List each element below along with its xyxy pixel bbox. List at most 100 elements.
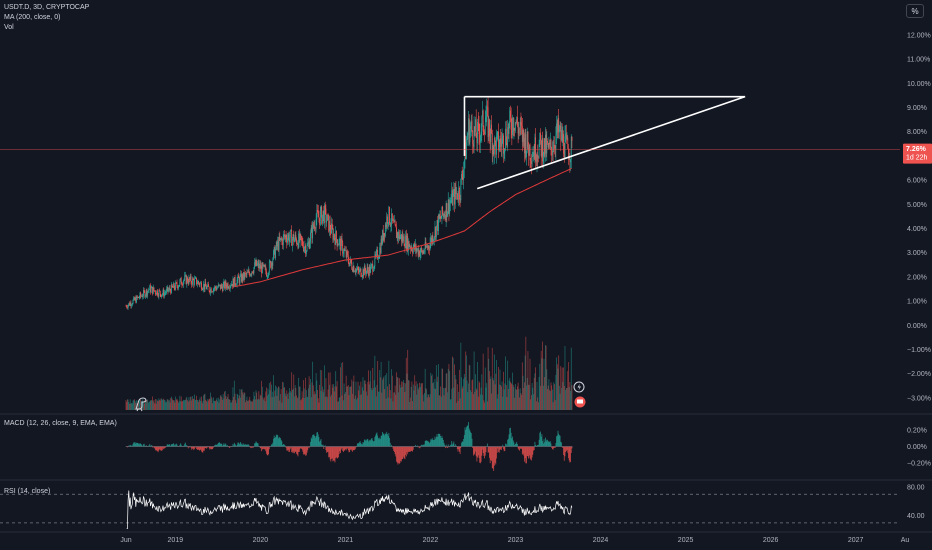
- macd-bar: [322, 445, 323, 447]
- candle-body: [437, 220, 439, 232]
- macd-bar: [479, 446, 481, 464]
- candle-body: [194, 278, 195, 285]
- flag-icon[interactable]: [574, 396, 586, 408]
- volume-bar: [436, 381, 438, 410]
- macd-bar: [368, 441, 369, 447]
- macd-bar: [388, 433, 390, 447]
- triangle-drawing[interactable]: [463, 95, 746, 190]
- rsi-legend[interactable]: RSI (14, close): [4, 488, 51, 495]
- volume-bar: [183, 400, 185, 410]
- volume-bar: [417, 389, 419, 410]
- volume-bar: [437, 376, 439, 410]
- candle-body: [273, 250, 274, 260]
- candle-body: [208, 286, 210, 292]
- volume-bar: [400, 387, 402, 410]
- candle-body: [267, 275, 269, 277]
- volume-bar: [289, 388, 290, 410]
- volume-bar: [339, 397, 341, 410]
- volume-bar: [186, 396, 188, 410]
- macd-bar: [168, 444, 170, 447]
- candle-body: [305, 245, 307, 254]
- lightning-icon[interactable]: [573, 381, 585, 393]
- candle-body: [389, 207, 390, 224]
- candle-body: [196, 277, 197, 285]
- macd-bar: [500, 446, 502, 451]
- volume-bar: [528, 384, 530, 410]
- volume-bar: [452, 357, 454, 410]
- macd-bar: [291, 446, 293, 453]
- volume-bar: [366, 395, 368, 410]
- volume-bar: [570, 390, 571, 410]
- macd-bar: [533, 446, 535, 451]
- macd-bar: [542, 443, 544, 447]
- volume-bar: [563, 385, 565, 410]
- candle-body: [242, 274, 244, 280]
- volume-bar: [245, 402, 246, 410]
- candle-body: [190, 275, 192, 283]
- candle-body: [483, 130, 485, 133]
- candle-body: [319, 217, 321, 225]
- macd-bar: [488, 446, 490, 453]
- macd-bar: [150, 445, 151, 447]
- macd-bar: [543, 439, 545, 447]
- candle-body: [418, 250, 420, 256]
- candle-body: [478, 122, 480, 134]
- macd-bar: [417, 446, 419, 448]
- vol-legend[interactable]: Vol: [4, 24, 14, 31]
- macd-legend[interactable]: MACD (12, 26, close, 9, EMA, EMA): [4, 420, 117, 427]
- macd-bar: [325, 446, 327, 451]
- ma-legend[interactable]: MA (200, close, 0): [4, 14, 61, 21]
- macd-bar: [251, 446, 253, 448]
- volume-bar: [205, 399, 207, 410]
- volume-bar: [273, 396, 275, 410]
- candle-body: [246, 272, 248, 275]
- volume-bar: [426, 397, 428, 410]
- candle-body: [344, 249, 346, 251]
- macd-bar: [533, 446, 534, 451]
- macd-bar: [305, 446, 307, 456]
- symbol-legend[interactable]: USDT.D, 3D, CRYPTOCAP: [4, 4, 90, 11]
- volume-bar: [397, 377, 399, 410]
- volume-bar: [416, 394, 418, 410]
- macd-bar: [561, 442, 562, 447]
- volume-bar: [225, 396, 227, 410]
- macd-bar: [436, 434, 438, 447]
- volume-bar: [354, 395, 356, 410]
- macd-bar: [270, 444, 272, 447]
- macd-bar: [439, 434, 441, 447]
- macd-bar: [224, 443, 226, 447]
- candle-body: [466, 142, 467, 159]
- macd-bar: [511, 438, 513, 447]
- macd-bar: [344, 446, 346, 451]
- volume-bar: [407, 379, 409, 410]
- macd-bar: [466, 427, 467, 447]
- time-tick-label: 2025: [678, 537, 694, 544]
- candle-body: [534, 137, 536, 159]
- macd-bar: [524, 446, 525, 462]
- macd-bar: [554, 446, 555, 448]
- volume-bar: [243, 394, 244, 410]
- volume-bar: [544, 376, 546, 410]
- candle-body: [496, 136, 497, 155]
- candle-body: [387, 216, 388, 224]
- volume-bar: [526, 377, 528, 410]
- candle-body: [265, 266, 267, 272]
- candle-body: [234, 276, 236, 285]
- candle-body: [238, 277, 240, 284]
- candle-body: [197, 281, 199, 284]
- volume-bar: [381, 392, 383, 410]
- volume-bar: [321, 370, 323, 410]
- percent-scale-button[interactable]: %: [906, 4, 924, 18]
- macd-bar: [287, 446, 288, 451]
- macd-bar: [340, 446, 341, 454]
- candle-body: [512, 117, 514, 131]
- macd-bar: [501, 446, 503, 448]
- volume-bar: [213, 400, 215, 410]
- macd-bar: [133, 442, 135, 447]
- macd-bar: [180, 443, 181, 447]
- candle-body: [308, 241, 310, 249]
- candle-body: [199, 283, 201, 286]
- macd-bar: [442, 440, 444, 447]
- volume-bar: [221, 397, 223, 410]
